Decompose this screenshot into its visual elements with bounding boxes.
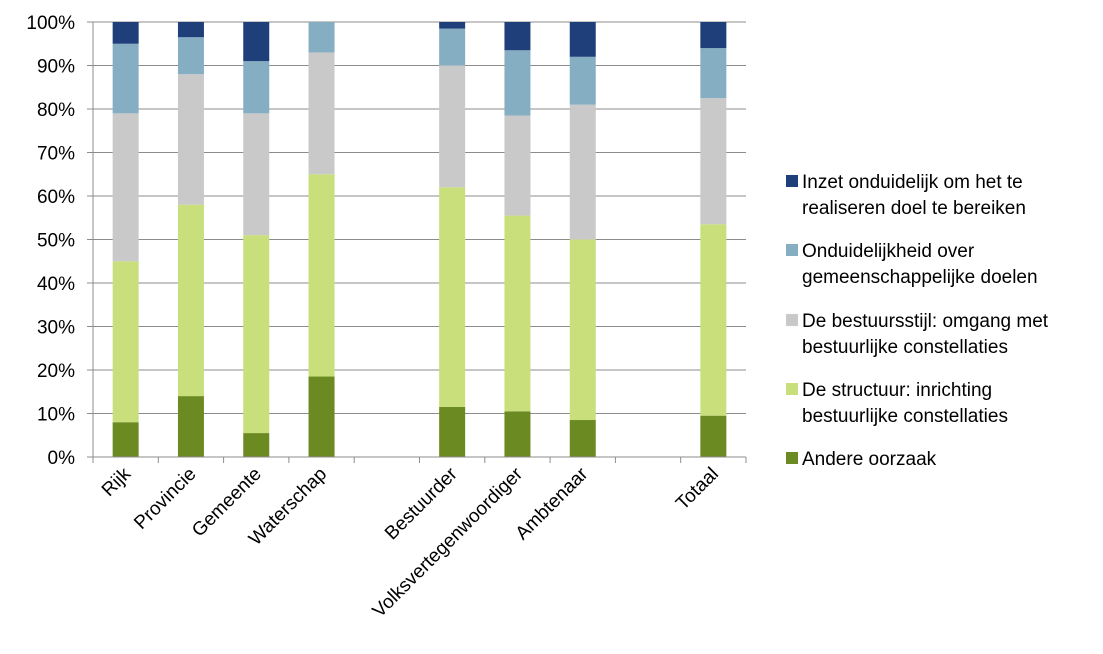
bar-segment — [504, 215, 531, 412]
bar-segment — [700, 48, 727, 99]
bar-segment — [308, 52, 335, 175]
bar-segment — [243, 22, 270, 62]
bar-segment — [177, 204, 204, 397]
y-tick-label: 60% — [37, 187, 75, 208]
legend-swatch — [786, 383, 798, 395]
y-tick-label: 100% — [26, 13, 75, 34]
axes — [92, 22, 747, 463]
bar-segment — [504, 50, 531, 116]
bar-segment — [308, 376, 335, 457]
y-tick-label: 90% — [37, 57, 75, 78]
bar-segment — [439, 406, 466, 457]
legend-label: bestuurlijke constellaties — [802, 406, 1008, 427]
x-tick-label: Ambtenaar — [512, 463, 593, 544]
x-tick-label: Totaal — [672, 464, 723, 515]
y-tick-label: 30% — [37, 318, 75, 339]
bar-segment — [700, 224, 727, 416]
bar-segment — [243, 235, 270, 434]
y-axis-ticks: 0% 10% 20% 30% 40% 50% 60% 70% 80% 90% 100% — [26, 13, 93, 469]
bar-segment — [243, 113, 270, 236]
y-tick-label: 0% — [48, 448, 76, 469]
bar-segment — [112, 43, 139, 114]
legend-label: De bestuursstijl: omgang met — [802, 311, 1049, 332]
y-tick-label: 40% — [37, 274, 75, 295]
y-tick-label: 80% — [37, 100, 75, 121]
bar-segment — [308, 22, 335, 53]
y-tick-label: 10% — [37, 405, 75, 426]
bar-segment — [504, 22, 531, 51]
bar-segment — [177, 37, 204, 75]
y-tick-label: 20% — [37, 361, 75, 382]
y-tick-label: 50% — [37, 231, 75, 252]
legend-swatch — [786, 175, 798, 187]
bar-segment — [112, 22, 139, 44]
legend-label: realiseren doel te bereiken — [802, 198, 1026, 219]
bar-segment — [112, 422, 139, 457]
legend-label: bestuurlijke constellaties — [802, 337, 1008, 358]
bar-segment — [700, 98, 727, 225]
legend-swatch — [786, 452, 798, 464]
bar-segment — [504, 115, 531, 216]
legend-label: Onduidelijkheid over — [802, 241, 975, 262]
bar-segment — [569, 56, 596, 105]
bar-segment — [439, 187, 466, 407]
legend-label: Inzet onduidelijk om het te — [802, 172, 1023, 193]
bar-segment — [308, 174, 335, 377]
bar-segment — [112, 113, 139, 262]
y-tick-label: 70% — [37, 144, 75, 165]
bar-segment — [439, 28, 466, 66]
bar-segment — [569, 104, 596, 240]
bar-segment — [569, 239, 596, 421]
bar-segment — [700, 415, 727, 457]
bar-segment — [177, 22, 204, 38]
legend-label: Andere oorzaak — [802, 449, 937, 470]
legend-swatch — [786, 244, 798, 256]
bar-segment — [569, 420, 596, 457]
x-tick-label: Rijk — [98, 463, 136, 501]
bars — [112, 22, 727, 457]
bar-segment — [243, 433, 270, 457]
legend-label: De structuur: inrichting — [802, 380, 992, 401]
bar-segment — [177, 396, 204, 457]
bar-segment — [569, 22, 596, 57]
legend: Inzet onduidelijk om het te realiseren do… — [786, 172, 1049, 470]
bar-segment — [243, 61, 270, 114]
bar-segment — [504, 411, 531, 457]
bar-segment — [439, 65, 466, 188]
bar-segment — [177, 74, 204, 205]
bar-segment — [700, 22, 727, 49]
bar-segment — [439, 22, 466, 29]
bar-segment — [112, 261, 139, 423]
legend-swatch — [786, 314, 798, 326]
legend-label: gemeenschappelijke doelen — [802, 267, 1038, 288]
